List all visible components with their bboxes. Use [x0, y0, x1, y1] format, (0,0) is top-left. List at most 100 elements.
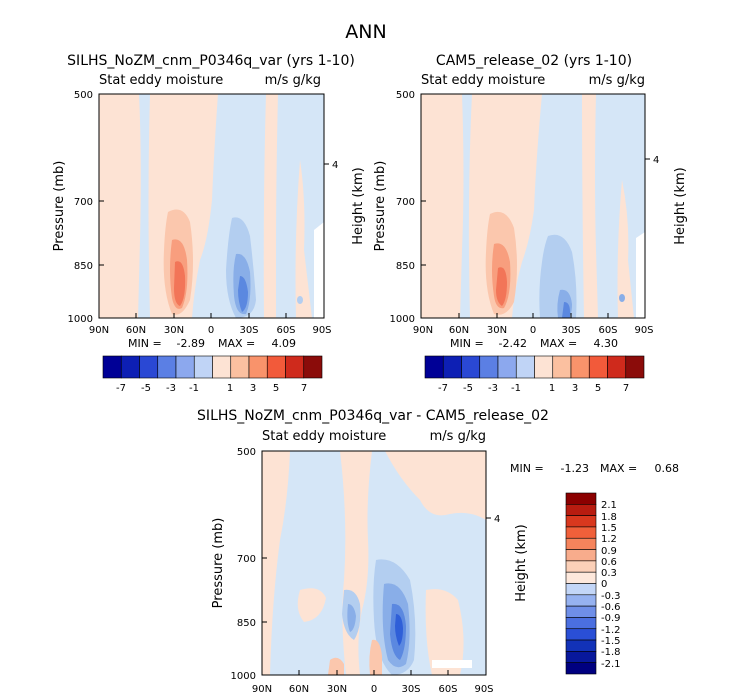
colorbar-swatch	[565, 594, 597, 607]
panel-3-blank-notch	[432, 660, 472, 668]
panel-1-subtitle-right: m/s g/kg	[265, 73, 321, 88]
panel-2-colorbar-label: -5	[463, 383, 473, 394]
panel-3-colorbar-label: 0.9	[601, 546, 617, 557]
colorbar-swatch	[625, 355, 645, 379]
panel-3-y-tick-label: 700	[237, 554, 256, 565]
panel-1-x-tick-label: 0	[208, 325, 214, 336]
panel-3-x-tick-label: 90N	[252, 684, 272, 695]
panel-3-x-tick-label: 30S	[401, 684, 420, 695]
panel-3-y-tick-label: 1000	[231, 671, 256, 682]
panel-3-pos-band-west	[262, 451, 290, 675]
panel-3-x-tick-label: 0	[371, 684, 377, 695]
panel-2: CAM5_release_02 (yrs 1-10) Stat eddy moi…	[373, 53, 688, 394]
panel-3-pos-base-a	[369, 639, 382, 675]
panel-2-subtitle-left: Stat eddy moisture	[421, 73, 545, 88]
colorbar-swatch	[565, 492, 597, 505]
colorbar-swatch	[120, 355, 140, 379]
panel-2-neg-spot	[619, 294, 625, 302]
colorbar-swatch	[570, 355, 590, 379]
colorbar-swatch	[552, 355, 572, 379]
panel-3-colorbar-label: 0.6	[601, 557, 617, 568]
panel-2-axes: Pressure (mb) Height (km) 500 700 850 10…	[373, 90, 688, 336]
colorbar-swatch	[565, 617, 597, 630]
panel-3-colorbar-label: -2.1	[601, 659, 621, 670]
panel-3-colorbar-label: -0.3	[601, 591, 621, 602]
panel-1-subtitle-left: Stat eddy moisture	[99, 73, 223, 88]
panel-1: SILHS_NoZM_cnm_P0346q_var (yrs 1-10) Sta…	[52, 53, 366, 394]
colorbar-swatch	[442, 355, 462, 379]
colorbar-swatch	[565, 526, 597, 539]
panel-3-min-label: MIN =	[510, 462, 544, 475]
panel-1-y-tick-label: 500	[74, 90, 93, 101]
panel-3-pos-base-b	[328, 657, 344, 675]
panel-1-colorbar-label: 3	[250, 383, 256, 394]
panel-1-y-tick-label: 850	[74, 261, 93, 272]
panel-1-neg-contour-3	[238, 276, 248, 312]
colorbar-swatch	[565, 628, 597, 641]
panel-3-max-label: MAX =	[600, 462, 637, 475]
panel-2-x-tick-label: 30S	[561, 325, 580, 336]
panel-1-y2-tick-label: 4	[332, 160, 338, 171]
panel-3-y-tick-label: 500	[237, 447, 256, 458]
colorbar-swatch	[102, 355, 122, 379]
panel-1-x-tick-label: 90S	[312, 325, 331, 336]
panel-1-neg-spot	[297, 296, 303, 304]
colorbar-swatch	[565, 583, 597, 596]
panel-1-colorbar-label: -5	[141, 383, 151, 394]
colorbar-swatch	[424, 355, 444, 379]
panel-3-y2label: Height (km)	[514, 524, 529, 601]
colorbar-swatch	[212, 355, 232, 379]
panel-1-colorbar-label: 7	[301, 383, 307, 394]
panel-2-pos-band-pole	[617, 180, 634, 318]
panel-1-ylabel: Pressure (mb)	[52, 161, 67, 252]
panel-1-max-label: MAX =	[218, 337, 255, 350]
panel-3-pos-band-south	[385, 451, 486, 520]
panel-3-colorbar-label: 0.3	[601, 568, 617, 579]
panel-1-colorbar-label: -1	[189, 383, 199, 394]
panel-2-y-tick-label: 1000	[390, 314, 415, 325]
panel-3-x-tick-label: 60N	[289, 684, 309, 695]
panel-2-y-tick-label: 500	[396, 90, 415, 101]
panel-1-x-tick-label: 90N	[89, 325, 109, 336]
panel-2-x-tick-label: 90S	[634, 325, 653, 336]
panel-1-max-value: 4.09	[272, 337, 297, 350]
colorbar-swatch	[607, 355, 627, 379]
panel-3-colorbar-label: 1.5	[601, 523, 617, 534]
panel-3-y2-tick-label: 4	[494, 514, 500, 525]
panel-2-x-tick-label: 90N	[413, 325, 433, 336]
colorbar-swatch	[266, 355, 286, 379]
panel-1-x-tick-label: 60N	[126, 325, 146, 336]
panel-3-min-value: -1.23	[561, 462, 589, 475]
colorbar-swatch	[479, 355, 499, 379]
panel-2-colorbar-label: -3	[488, 383, 498, 394]
panel-2-min-value: -2.42	[499, 337, 527, 350]
panel-3-axes: Pressure (mb) Height (km) 500 700 850 10…	[211, 447, 529, 695]
colorbar-swatch	[157, 355, 177, 379]
colorbar-swatch	[248, 355, 268, 379]
panel-1-y-tick-label: 700	[74, 197, 93, 208]
page-title: ANN	[345, 21, 386, 43]
colorbar-swatch	[139, 355, 159, 379]
panel-1-title: SILHS_NoZM_cnm_P0346q_var (yrs 1-10)	[67, 53, 355, 69]
panel-2-ylabel: Pressure (mb)	[373, 161, 388, 252]
panel-1-pos-band-pole	[295, 160, 312, 318]
panel-3-colorbar-label: 1.8	[601, 512, 617, 523]
panel-3-colorbar-label: 2.1	[601, 500, 617, 511]
panel-3-x-tick-label: 30N	[327, 684, 347, 695]
panel-2-x-tick-label: 30N	[487, 325, 507, 336]
panel-2-x-tick-label: 0	[530, 325, 536, 336]
panel-2-y-tick-label: 850	[396, 261, 415, 272]
panel-3-ylabel: Pressure (mb)	[211, 518, 226, 609]
panel-2-title: CAM5_release_02 (yrs 1-10)	[436, 53, 632, 69]
colorbar-swatch	[230, 355, 250, 379]
panel-2-pos-band-west	[421, 94, 464, 318]
panel-2-colorbar-label: 3	[572, 383, 578, 394]
panel-3-title: SILHS_NoZM_cnm_P0346q_var - CAM5_release…	[197, 408, 549, 424]
panel-3-colorbar-label: -0.9	[601, 613, 621, 624]
colorbar-swatch	[565, 605, 597, 618]
panel-1-colorbar-label: -3	[166, 383, 176, 394]
panel-3-colorbar	[565, 492, 597, 675]
panel-3-x-tick-label: 90S	[474, 684, 493, 695]
colorbar-swatch	[303, 355, 323, 379]
